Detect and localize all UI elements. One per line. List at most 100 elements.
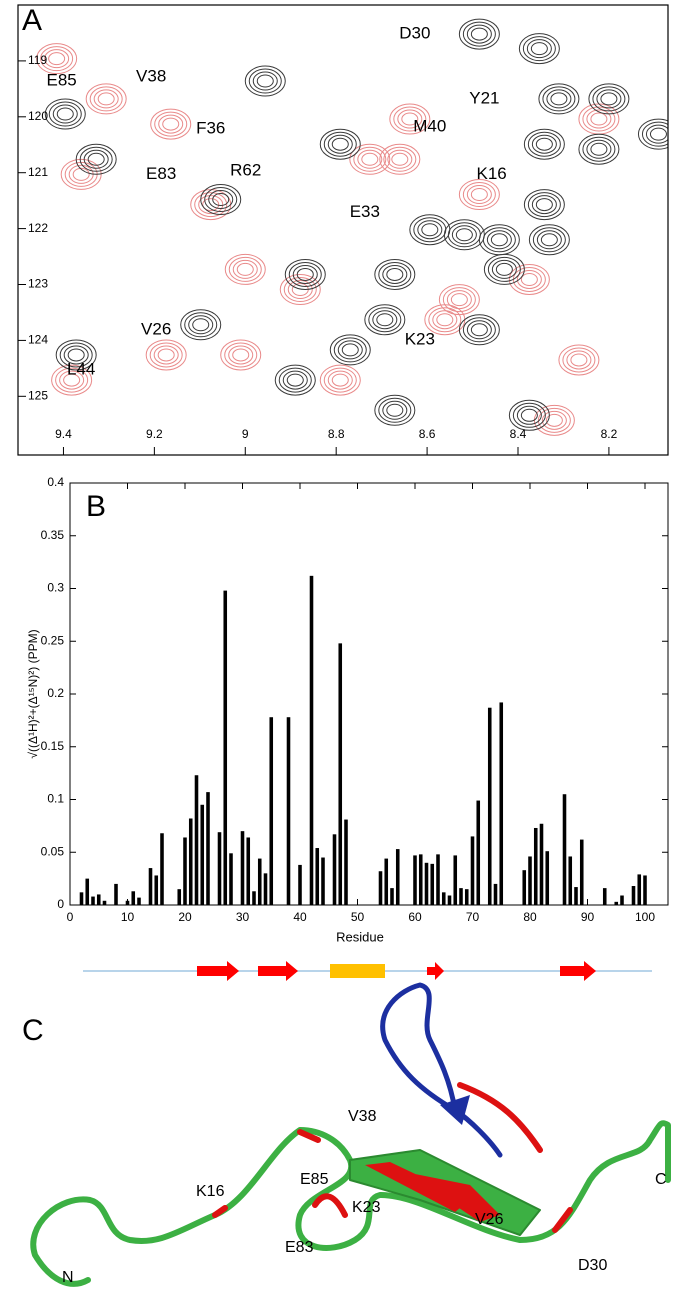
bar [102, 900, 107, 905]
bar [539, 823, 544, 905]
contour-peak [331, 137, 349, 151]
contour-peak [540, 233, 558, 247]
bar [217, 832, 222, 905]
bar [470, 836, 475, 905]
bar [131, 891, 136, 905]
contour-peak [48, 101, 82, 127]
contour-peak [378, 261, 412, 287]
contour-peak [52, 104, 78, 124]
bar [137, 897, 141, 905]
contour-peak [232, 259, 258, 279]
x-tick-label: 9.4 [55, 427, 72, 441]
contour-peak [546, 89, 572, 109]
contour-peak [224, 342, 258, 368]
contour-peak [63, 373, 81, 387]
contour-peak [516, 405, 542, 425]
peak-label: L44 [67, 360, 95, 379]
bar [643, 875, 647, 905]
peak-label: F36 [196, 119, 225, 138]
contour-peak [89, 86, 123, 112]
contour-peak [522, 36, 556, 62]
contour-peak [327, 134, 353, 154]
contour-peak [194, 192, 228, 218]
contour-peak [541, 410, 567, 430]
bar [637, 874, 642, 905]
contour-peak [162, 117, 180, 131]
bar [528, 856, 532, 905]
contour-peak [192, 318, 210, 332]
contour-peak [200, 184, 242, 216]
bar [533, 827, 538, 905]
contour-peak [428, 307, 462, 333]
contour-peak [641, 121, 668, 147]
bar [545, 851, 550, 905]
x-tick-label: 20 [178, 910, 192, 924]
contour-peak [491, 259, 517, 279]
contour-peak [527, 192, 561, 218]
contour-peak [520, 408, 538, 422]
contour-peak [536, 230, 562, 250]
contour-peak [442, 287, 476, 313]
x-tick-label: 30 [236, 910, 250, 924]
bar [269, 717, 274, 905]
panel-label: B [86, 490, 106, 523]
contour-peak [535, 137, 553, 151]
contour-peak [486, 230, 512, 250]
contour-peak [386, 403, 404, 417]
contour-peak [149, 342, 183, 368]
contour-peak [228, 256, 262, 282]
protein-ribbon [30, 982, 671, 1287]
contour-peak [562, 347, 596, 373]
bar [453, 855, 458, 905]
contour-peak [208, 190, 234, 210]
residue-label: V26 [475, 1211, 504, 1228]
secondary-structure [83, 961, 652, 981]
y-tick-label: 122 [28, 221, 48, 235]
contour-peak [600, 92, 618, 106]
contour-peak [244, 65, 286, 97]
contour-peak [368, 307, 402, 333]
bar [309, 575, 314, 905]
contour-peak [637, 118, 668, 150]
contour-peak [523, 128, 565, 160]
contour-peak [470, 188, 488, 202]
contour-peak [337, 340, 363, 360]
bar [286, 717, 291, 905]
contour-peak [586, 139, 612, 159]
contour-peak [236, 262, 254, 276]
contour-peak [184, 312, 218, 338]
bar [332, 834, 337, 905]
contour-peak [79, 146, 113, 172]
contour-peak [462, 21, 496, 47]
peak-label: E85 [47, 71, 77, 90]
contour-peak [188, 315, 214, 335]
y-tick-label: 121 [28, 165, 48, 179]
contour-peak [409, 214, 451, 246]
y-tick-label: 0.35 [41, 528, 65, 542]
contour-peak [374, 394, 416, 426]
contour-peak [417, 220, 443, 240]
x-tick-label: 90 [581, 910, 595, 924]
contour-peak [451, 225, 477, 245]
y-tick-label: 0.4 [47, 475, 64, 489]
contour-peak [458, 314, 500, 346]
contour-peak [512, 402, 546, 428]
bar [395, 849, 400, 905]
contour-peak [530, 42, 548, 56]
contour-peak [364, 304, 406, 336]
contour-peak [528, 224, 570, 256]
contour-peak [382, 400, 408, 420]
bar [418, 854, 423, 905]
contour-peak [372, 310, 398, 330]
contour-peak [97, 92, 115, 106]
bar [188, 818, 193, 905]
contour-peak [212, 193, 230, 207]
bar [85, 878, 90, 905]
contour-peak [83, 149, 109, 169]
contour-peak [59, 342, 93, 368]
contour-peak [462, 182, 496, 208]
contour-peak [327, 370, 353, 390]
contour-peak [566, 350, 592, 370]
contour-peak [382, 264, 408, 284]
contour-peak [44, 49, 70, 69]
